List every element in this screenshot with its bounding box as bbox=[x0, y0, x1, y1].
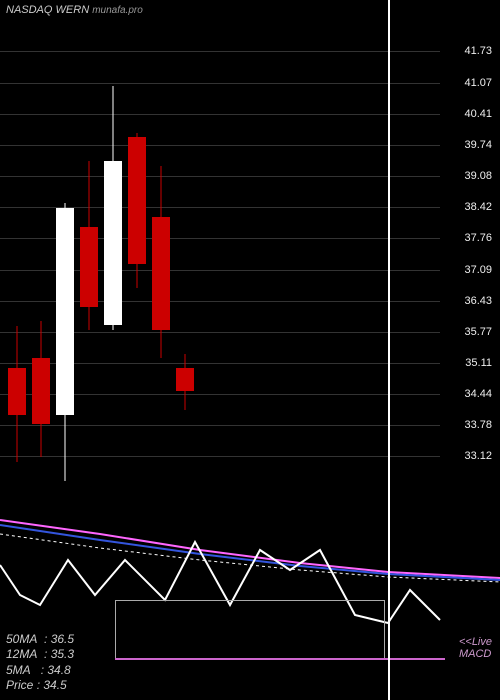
candle-body bbox=[80, 227, 98, 307]
y-tick-label: 38.42 bbox=[464, 201, 492, 213]
stat-label: 12MA bbox=[6, 647, 44, 661]
candle[interactable] bbox=[128, 133, 146, 288]
macd-baseline bbox=[115, 658, 445, 660]
indicator-line bbox=[0, 525, 500, 580]
macd-live-prefix: <<Live bbox=[459, 636, 492, 648]
stat-value: 35.3 bbox=[51, 647, 74, 661]
exchange-label: NASDAQ bbox=[6, 4, 52, 16]
y-tick-label: 37.09 bbox=[464, 264, 492, 276]
candle-body bbox=[56, 208, 74, 415]
y-tick-label: 41.07 bbox=[464, 77, 492, 89]
stat-label: 5MA bbox=[6, 663, 41, 677]
y-tick-label: 36.43 bbox=[464, 295, 492, 307]
candle-body bbox=[8, 368, 26, 415]
candle[interactable] bbox=[176, 354, 194, 410]
candle[interactable] bbox=[56, 203, 74, 480]
gridline bbox=[0, 176, 440, 177]
chart-title: NASDAQ WERN munafa.pro bbox=[6, 4, 143, 16]
source-label: munafa.pro bbox=[92, 5, 143, 16]
candle-body bbox=[104, 161, 122, 326]
y-tick-label: 35.77 bbox=[464, 326, 492, 338]
y-tick-label: 33.78 bbox=[464, 419, 492, 431]
candle[interactable] bbox=[8, 326, 26, 462]
stat-label: Price bbox=[6, 678, 37, 692]
macd-text: MACD bbox=[459, 648, 491, 660]
y-tick-label: 39.74 bbox=[464, 139, 492, 151]
candle[interactable] bbox=[32, 321, 50, 457]
stat-label: 50MA bbox=[6, 632, 44, 646]
gridline bbox=[0, 114, 440, 115]
y-tick-label: 41.73 bbox=[464, 45, 492, 57]
stat-separator: : bbox=[44, 647, 51, 661]
stat-line: Price : 34.5 bbox=[6, 678, 74, 694]
y-tick-label: 34.44 bbox=[464, 388, 492, 400]
symbol-label: WERN bbox=[56, 4, 90, 16]
candle-body bbox=[32, 358, 50, 424]
macd-box bbox=[115, 600, 385, 660]
stat-value: 34.5 bbox=[43, 678, 66, 692]
stat-line: 50MA : 36.5 bbox=[6, 632, 74, 648]
candle-body bbox=[128, 137, 146, 264]
cursor-line bbox=[388, 0, 390, 700]
gridline bbox=[0, 83, 440, 84]
stat-line: 5MA : 34.8 bbox=[6, 663, 74, 679]
y-tick-label: 35.11 bbox=[465, 357, 492, 369]
y-tick-label: 37.76 bbox=[464, 232, 492, 244]
price-area[interactable] bbox=[0, 20, 440, 490]
y-tick-label: 39.08 bbox=[464, 170, 492, 182]
stats-block: 50MA : 36.512MA : 35.35MA : 34.8Price : … bbox=[6, 632, 74, 694]
stat-value: 34.8 bbox=[47, 663, 70, 677]
stat-value: 36.5 bbox=[51, 632, 74, 646]
stat-separator: : bbox=[44, 632, 51, 646]
chart-container: NASDAQ WERN munafa.pro 33.12 33.78 34.44 35… bbox=[0, 0, 500, 700]
candle[interactable] bbox=[152, 166, 170, 359]
y-tick-label: 40.41 bbox=[464, 108, 492, 120]
y-tick-label: 33.12 bbox=[464, 450, 492, 462]
candle[interactable] bbox=[104, 86, 122, 330]
candle-body bbox=[176, 368, 194, 392]
candle[interactable] bbox=[80, 161, 98, 330]
gridline bbox=[0, 51, 440, 52]
gridline bbox=[0, 145, 440, 146]
stat-line: 12MA : 35.3 bbox=[6, 647, 74, 663]
macd-label: <<Live MACD bbox=[459, 636, 492, 660]
candle-body bbox=[152, 217, 170, 330]
